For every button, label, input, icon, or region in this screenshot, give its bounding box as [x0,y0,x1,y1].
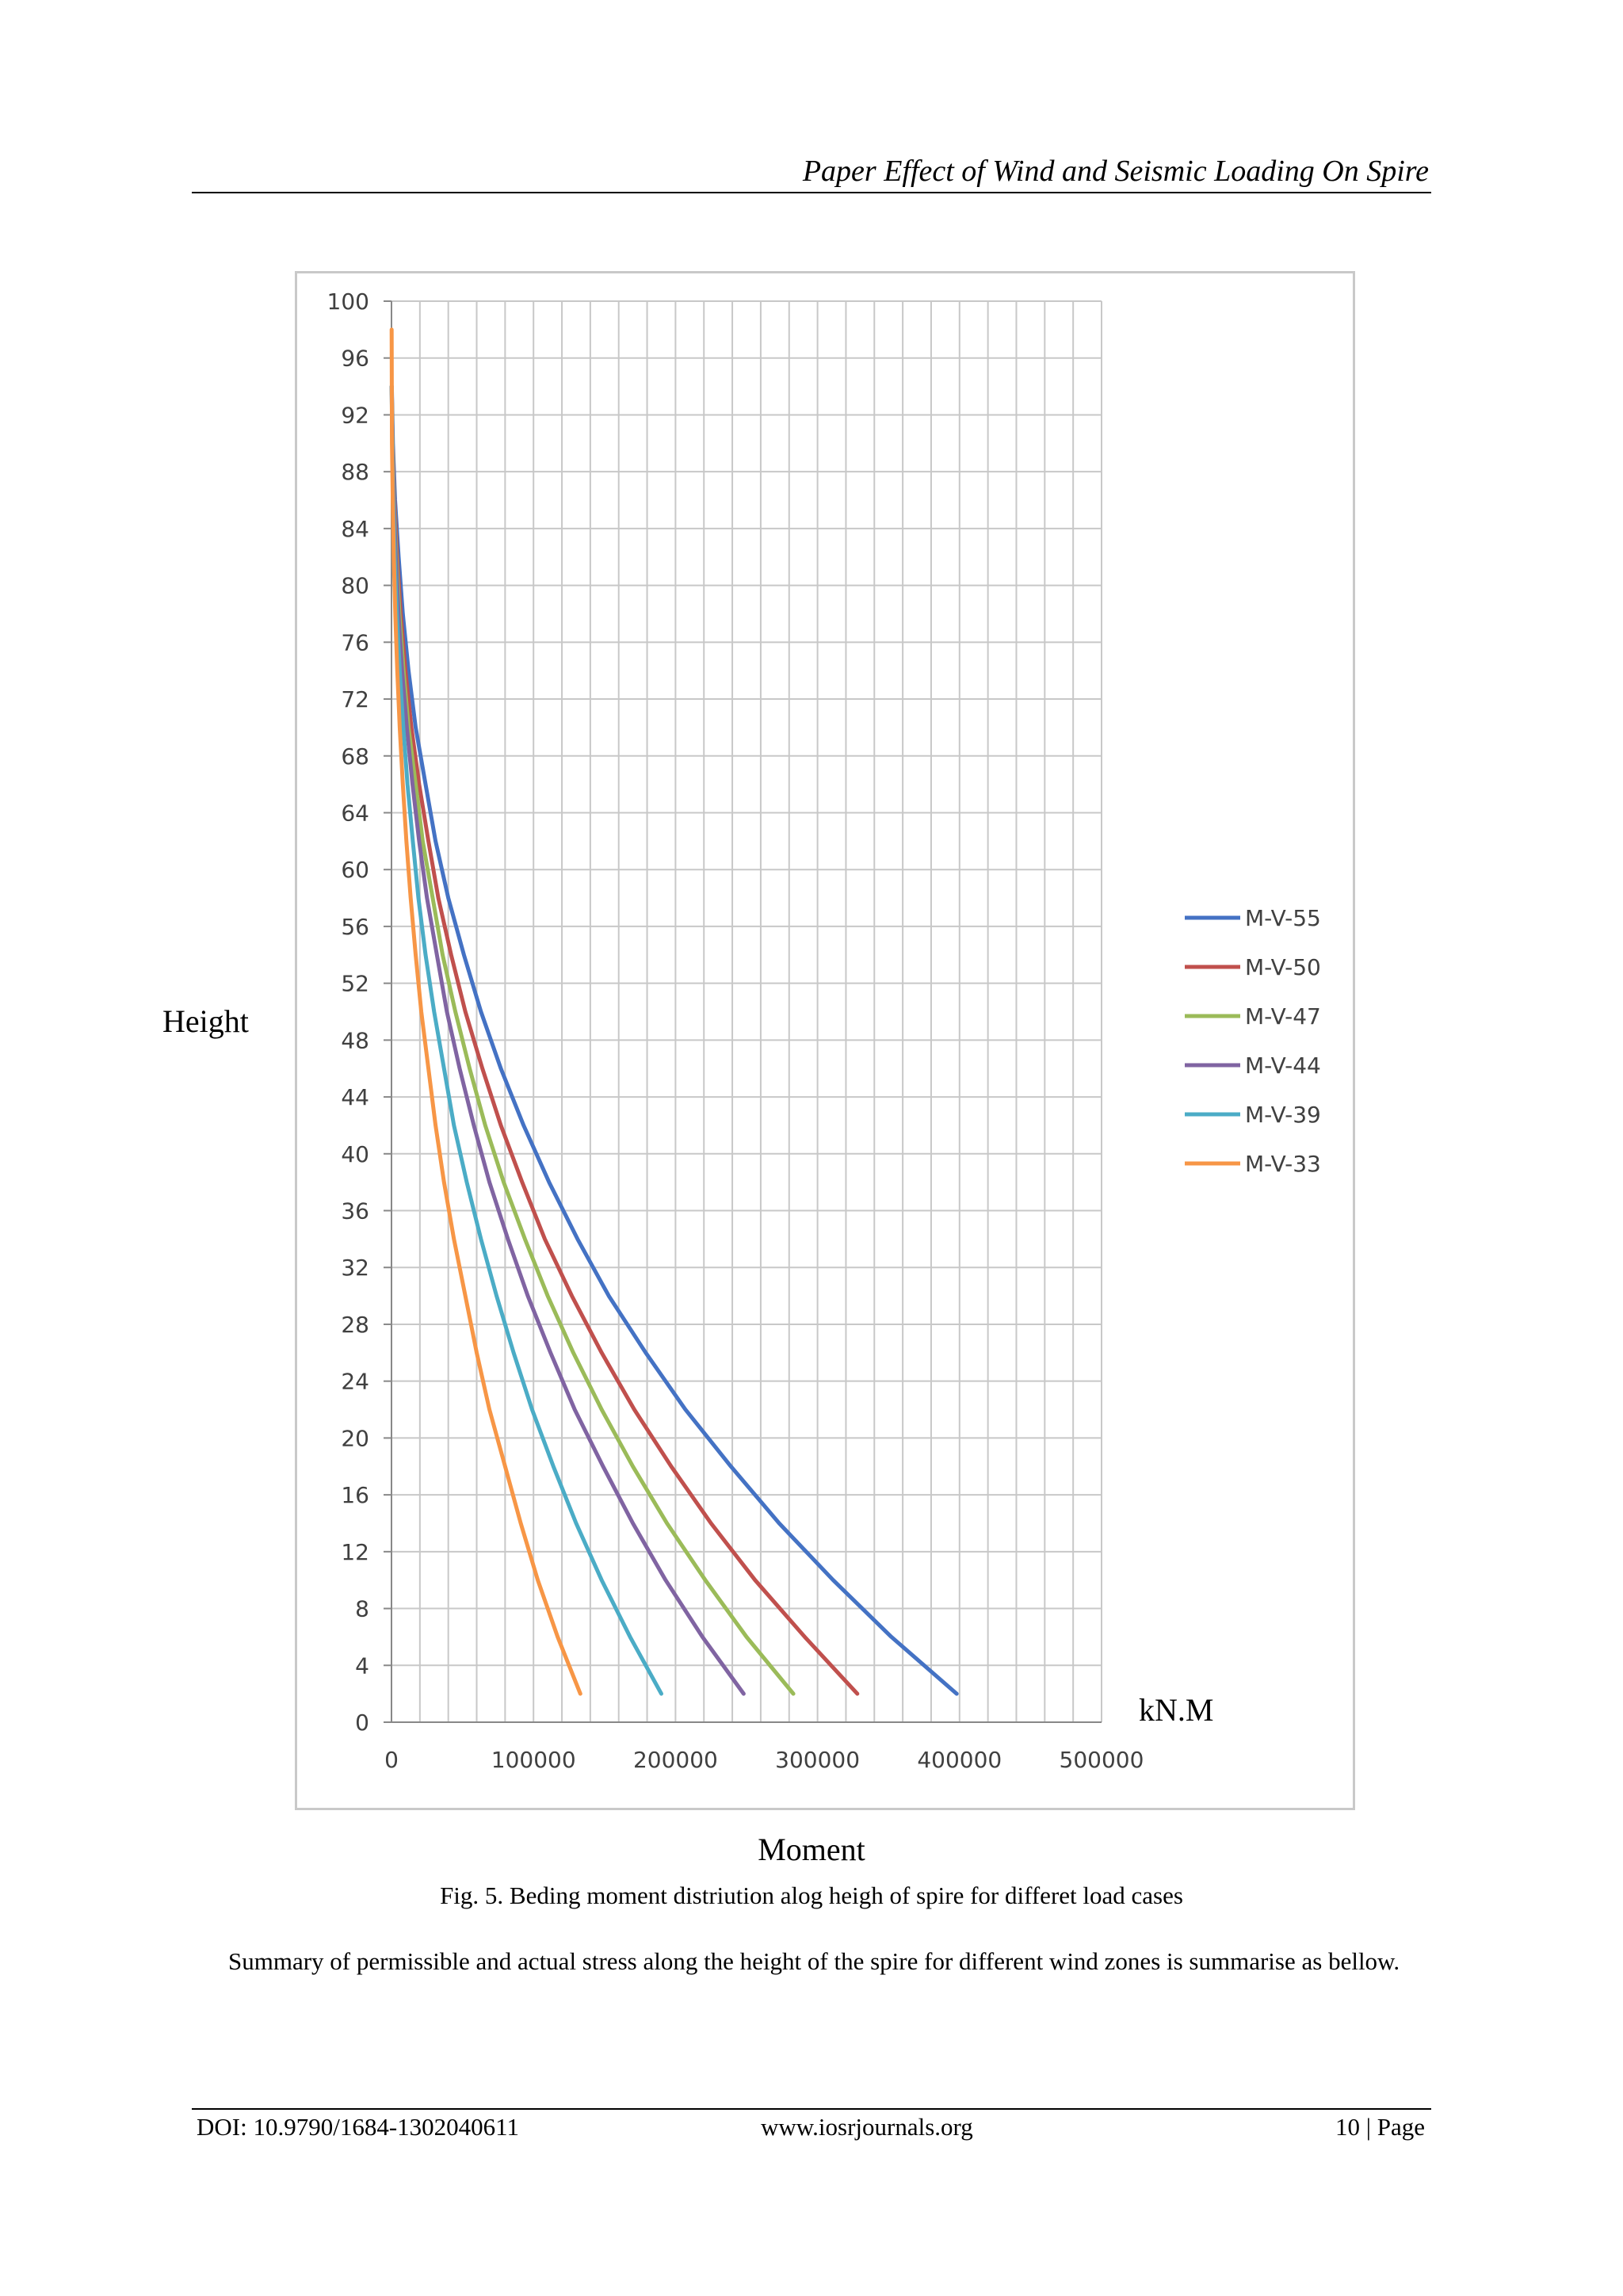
y-tick-label: 52 [341,971,369,997]
legend-entry: M-V-39 [1245,1102,1321,1128]
y-tick-label: 44 [341,1084,369,1110]
y-tick-label: 28 [341,1312,369,1338]
x-tick-label: 500000 [1060,1747,1144,1773]
unit-label: kN.M [1139,1692,1214,1728]
y-tick-label: 36 [341,1198,369,1224]
body-paragraph: Summary of permissible and actual stress… [228,1947,1400,1975]
series-line-m-v-33 [389,327,582,1696]
y-axis-label: Height [162,1003,249,1039]
y-tick-label: 24 [341,1369,369,1395]
y-tick-label: 20 [341,1425,369,1451]
series-line-m-v-55 [389,384,959,1696]
legend-entry: M-V-55 [1245,905,1321,931]
y-tick-label: 40 [341,1141,369,1167]
footer-rule [192,2108,1431,2110]
y-tick-label: 84 [341,516,369,542]
x-tick-label: 400000 [917,1747,1002,1773]
figure-caption: Fig. 5. Beding moment distriution alog h… [440,1881,1183,1909]
y-tick-label: 80 [341,573,369,599]
y-tick-label: 96 [341,346,369,372]
y-tick-label: 100 [327,288,369,315]
y-tick-label: 12 [341,1539,369,1565]
x-tick-label: 100000 [491,1747,576,1773]
x-axis-label: Moment [758,1832,865,1867]
y-tick-label: 88 [341,459,369,485]
x-tick-label: 0 [384,1747,399,1773]
y-tick-label: 0 [355,1710,369,1736]
legend-entry: M-V-47 [1245,1003,1321,1030]
x-tick-label: 200000 [633,1747,718,1773]
footer-website: www.iosrjournals.org [761,2113,973,2141]
y-tick-label: 32 [341,1255,369,1281]
y-tick-label: 56 [341,914,369,940]
legend-entry: M-V-33 [1245,1151,1321,1177]
x-tick-label: 300000 [775,1747,860,1773]
y-tick-label: 92 [341,402,369,428]
y-tick-label: 64 [341,800,369,826]
y-tick-label: 76 [341,629,369,655]
legend-entry: M-V-50 [1245,954,1321,980]
legend-entry: M-V-44 [1245,1052,1321,1079]
y-tick-label: 48 [341,1027,369,1053]
y-tick-label: 60 [341,857,369,883]
footer-page-number: 10 | Page [1335,2113,1425,2141]
header-rule [192,192,1431,193]
y-tick-label: 4 [355,1652,369,1679]
y-tick-label: 16 [341,1482,369,1508]
y-tick-label: 68 [341,743,369,770]
running-title: Paper Effect of Wind and Seismic Loading… [802,155,1429,188]
y-tick-label: 72 [341,686,369,712]
y-tick-label: 8 [355,1596,369,1622]
footer-doi: DOI: 10.9790/1684-1302040611 [197,2113,519,2141]
